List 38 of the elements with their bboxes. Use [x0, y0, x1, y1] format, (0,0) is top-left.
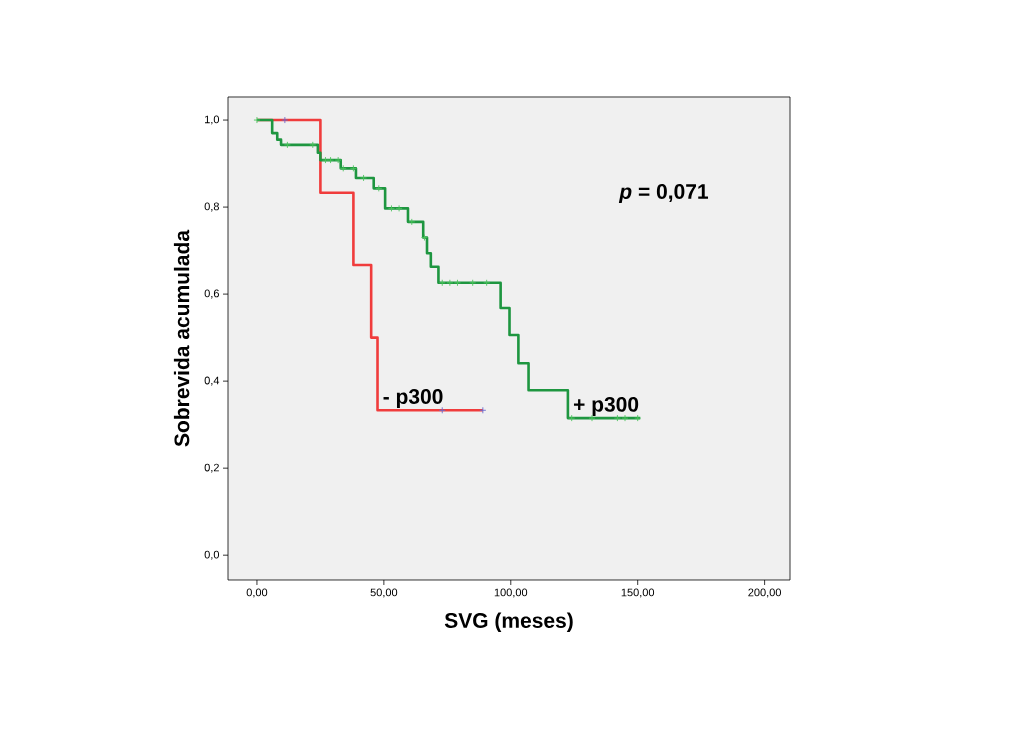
point — [281, 116, 289, 124]
y-axis-title: Sobrevida acumulada — [173, 229, 190, 447]
point — [375, 184, 383, 192]
point — [395, 204, 403, 212]
point — [339, 164, 347, 172]
point — [309, 141, 317, 149]
x-tick-label: 100,00 — [494, 588, 528, 598]
point — [568, 414, 576, 422]
point — [322, 156, 329, 164]
y-tick-label: 0,4 — [204, 376, 220, 386]
x-tick-label: 50,00 — [370, 588, 398, 598]
point — [438, 279, 446, 287]
point — [349, 164, 357, 172]
point — [408, 218, 416, 226]
point — [469, 279, 477, 287]
point — [421, 234, 428, 241]
annotation: p = 0,071 — [618, 184, 709, 204]
series-label: + p300 — [573, 396, 639, 416]
series-label: - p300 — [383, 389, 443, 409]
point — [483, 279, 491, 287]
point — [253, 116, 261, 124]
point — [388, 204, 395, 212]
point — [479, 406, 487, 414]
point — [334, 156, 342, 164]
y-tick-label: 0,0 — [204, 550, 220, 560]
y-tick-label: 0,6 — [204, 289, 219, 299]
point — [283, 141, 291, 149]
point — [360, 174, 367, 182]
point — [327, 156, 335, 164]
point — [446, 279, 454, 287]
point — [454, 279, 461, 287]
y-tick-label: 0,2 — [204, 463, 219, 473]
y-tick-label: 1,0 — [205, 115, 220, 125]
x-tick-label: 150,00 — [621, 588, 655, 598]
x-axis-title: SVG (meses) — [444, 612, 573, 633]
x-tick-label: 0,00 — [246, 588, 268, 598]
y-tick-label: 0,8 — [204, 202, 219, 212]
x-tick-label: 200,00 — [748, 588, 781, 598]
